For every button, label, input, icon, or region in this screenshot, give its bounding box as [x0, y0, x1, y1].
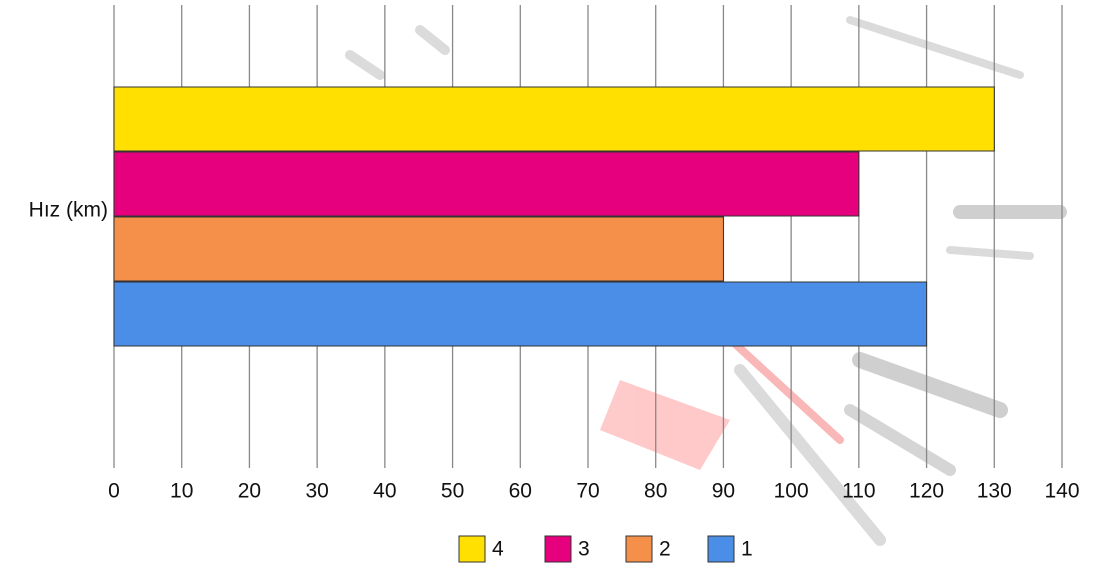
- x-tick-label: 110: [842, 480, 875, 503]
- x-tick-label: 130: [977, 480, 1012, 503]
- legend-label: 3: [578, 538, 590, 561]
- legend-label: 4: [492, 538, 504, 561]
- x-tick-label: 80: [644, 480, 667, 503]
- x-tick-label: 90: [712, 480, 735, 503]
- y-tick-label: Hız (km): [29, 199, 108, 222]
- x-tick-label: 140: [1044, 480, 1079, 503]
- x-tick-label: 10: [170, 480, 193, 503]
- legend-swatch: [626, 536, 652, 562]
- x-tick-label: 70: [576, 480, 599, 503]
- bar: [114, 282, 927, 346]
- x-tick-label: 30: [305, 480, 328, 503]
- x-tick-label: 0: [108, 480, 120, 503]
- bar: [114, 152, 859, 216]
- legend-label: 2: [659, 538, 671, 561]
- x-tick-label: 20: [238, 480, 261, 503]
- page: 0 10 20 30 40 50 60 70 80 90 100 110 120 130 140 Hız (k…: [0, 0, 1104, 568]
- legend-swatch: [545, 536, 571, 562]
- legend-swatch: [459, 536, 485, 562]
- x-tick-label: 100: [774, 480, 809, 503]
- x-tick-label: 40: [373, 480, 396, 503]
- legend-swatch: [708, 536, 734, 562]
- x-tick-label: 60: [509, 480, 532, 503]
- chart: 0 10 20 30 40 50 60 70 80 90 100 110 120 130 140 Hız (k…: [0, 0, 1104, 568]
- x-tick-label: 50: [441, 480, 464, 503]
- bar: [114, 87, 994, 151]
- x-tick-label: 120: [909, 480, 944, 503]
- legend-label: 1: [741, 538, 753, 561]
- bar: [114, 217, 723, 281]
